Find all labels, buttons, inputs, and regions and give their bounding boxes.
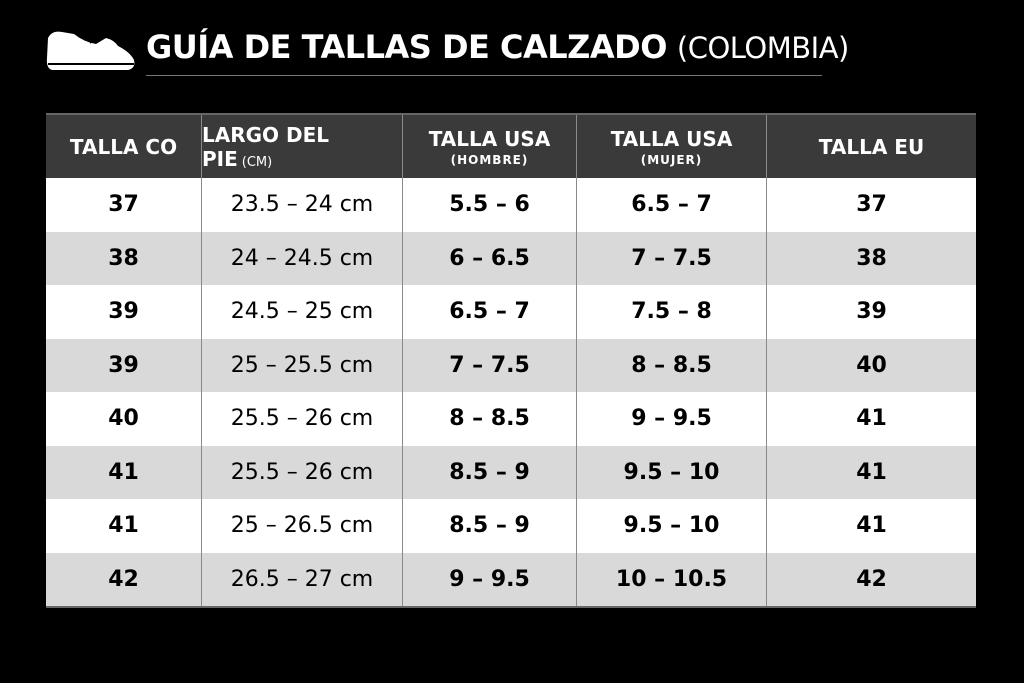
table-cell: 8 – 8.5 [577,338,767,392]
header-line: TALLA USA [611,127,733,151]
table-cell: 39 [46,285,202,339]
table-cell: 37 [46,178,202,232]
table-cell: 6.5 – 7 [577,178,767,232]
header-cell: TALLA USA (HOMBRE) [403,115,577,178]
table-cell: 9 – 9.5 [577,392,767,446]
header-cell: TALLA USA (MUJER) [577,115,767,178]
table-cell: 39 [856,299,887,325]
table-cell: 24.5 – 25 cm [202,285,403,339]
size-table: TALLA CO LARGO DEL PIE (CM) TALLA USA (HOMBR… [46,113,976,608]
header-label: TALLA EU [818,134,925,159]
region: (COLOMBIA) [676,31,849,65]
table-cell: 25.5 – 26 cm [202,445,403,499]
table-row: 39 25 – 25.5 cm 7 – 7.5 8 – 8.5 40 [46,338,976,392]
table-row: 40 25.5 – 26 cm 8 – 8.5 9 – 9.5 41 [46,392,976,446]
table-cell: 41 [856,513,887,539]
header-label: LARGO DEL PIE [202,122,330,171]
table-row: 42 26.5 – 27 cm 9 – 9.5 10 – 10.5 42 [46,552,976,606]
table-cell: 9 – 9.5 [403,552,577,606]
table-row: 37 23.5 – 24 cm 5.5 – 6 6.5 – 7 37 [46,178,976,232]
table-cell: 41 [46,499,202,553]
header-label: TALLA USA [610,126,733,151]
table-cell: 6.5 – 7 [403,285,577,339]
header-label: TALLA CO [69,134,178,159]
header-sub: (MUJER) [640,152,703,167]
table-row: 38 24 – 24.5 cm 6 – 6.5 7 – 7.5 38 [46,231,976,285]
table-cell: 24 – 24.5 cm [202,231,403,285]
table-cell: 10 – 10.5 [577,552,767,606]
header-row: TALLA CO LARGO DEL PIE (CM) TALLA USA (HOMBR… [46,115,976,178]
header-line: LARGO DEL PIE (CM) [202,123,402,171]
table-cell: 41 [856,459,887,485]
header-sub: (HOMBRE) [450,152,529,167]
table-cell: 42 [46,552,202,606]
title-line: GUÍA DE TALLAS DE CALZADO (COLOMBIA) [146,28,849,66]
table-cell: 38 [46,231,202,285]
table-cell: 41 [46,445,202,499]
table-cell: 7.5 – 8 [577,285,767,339]
table-cell: 40 [46,392,202,446]
header-cell: TALLA EU [767,115,976,178]
table-cell: 41 [856,406,887,432]
table-cell: 42 [856,566,887,592]
header-line: TALLA EU [819,135,924,159]
table-row: 39 24.5 – 25 cm 6.5 – 7 7.5 – 8 39 [46,285,976,339]
shoe-icon [46,31,135,71]
header-line: TALLA CO [70,135,177,159]
header-line: TALLA USA [429,127,551,151]
table-cell: 5.5 – 6 [403,178,577,232]
table-cell: 7 – 7.5 [577,231,767,285]
table-cell: 25 – 25.5 cm [202,338,403,392]
header-cell: LARGO DEL PIE (CM) [202,115,403,178]
table-cell: 39 [46,338,202,392]
table-cell: 25 – 26.5 cm [202,499,403,553]
title: GUÍA DE TALLAS DE CALZADO [146,28,667,66]
table-cell: 8.5 – 9 [403,499,577,553]
table-cell: 23.5 – 24 cm [202,178,403,232]
table-cell: 37 [856,192,887,218]
header-label: TALLA USA [428,126,551,151]
table-cell: 7 – 7.5 [403,338,577,392]
table-cell: 40 [856,352,887,378]
table-cell: 26.5 – 27 cm [202,552,403,606]
table-cell: 9.5 – 10 [577,445,767,499]
table-cell: 9.5 – 10 [577,499,767,553]
table-row: 41 25 – 26.5 cm 8.5 – 9 9.5 – 10 41 [46,499,976,553]
table-row: 41 25.5 – 26 cm 8.5 – 9 9.5 – 10 41 [46,445,976,499]
title-rule [146,75,822,76]
table-cell: 6 – 6.5 [403,231,577,285]
table-cell: 8.5 – 9 [403,445,577,499]
table-cell: 38 [856,245,887,271]
table-cell: 25.5 – 26 cm [202,392,403,446]
header-cell: TALLA CO [46,115,202,178]
table-cell: 8 – 8.5 [403,392,577,446]
header-unit: (CM) [241,154,273,170]
